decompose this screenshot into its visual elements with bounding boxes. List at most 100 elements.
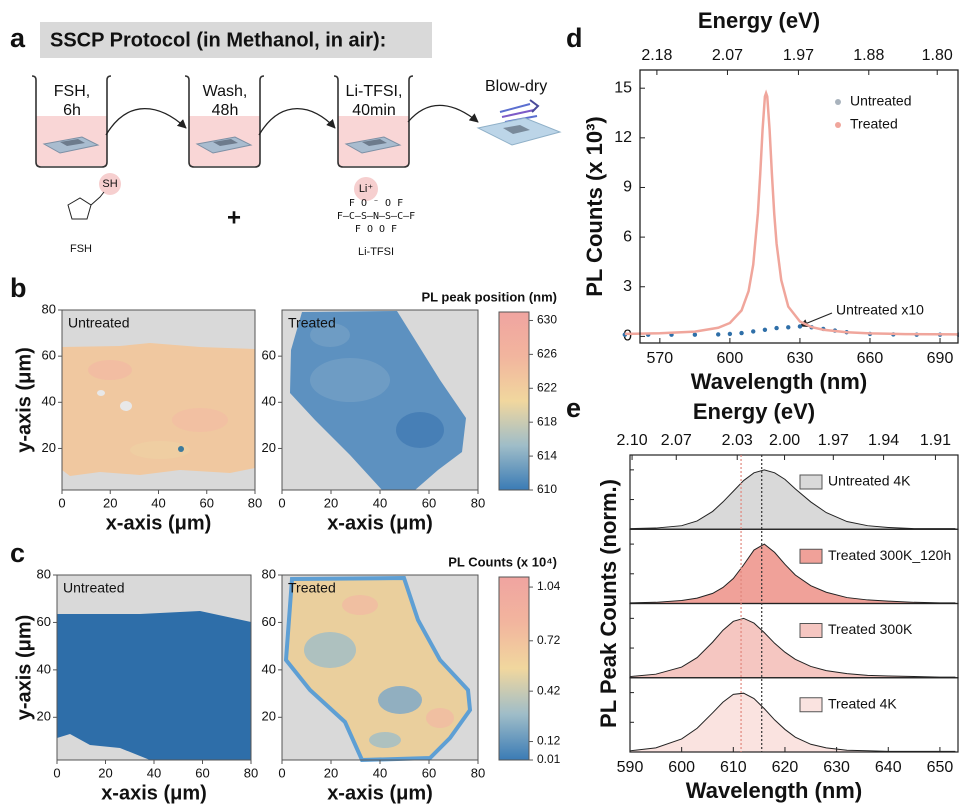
x-tick-label: 60 — [422, 765, 436, 780]
x2-tick-label: 2.10 — [616, 432, 647, 449]
arrow — [258, 108, 336, 136]
x-tick-label: 0 — [58, 495, 65, 510]
panel-label: c — [10, 538, 25, 568]
x2-tick-label: 1.91 — [920, 432, 951, 449]
y-tick-label: 60 — [42, 348, 56, 363]
x-tick-label: 40 — [373, 765, 387, 780]
panel-label: d — [566, 23, 583, 53]
annotation: Untreated x10 — [836, 302, 924, 318]
ring — [67, 197, 92, 220]
y-tick-label: 3 — [623, 278, 632, 295]
x-axis-label: x-axis (μm) — [327, 512, 433, 534]
x2-tick-label: 2.00 — [769, 432, 800, 449]
colorbar-tick-label: 1.04 — [537, 579, 561, 593]
y-tick-label: 15 — [614, 79, 632, 96]
x2-tick-label: 2.03 — [722, 432, 753, 449]
subplot-frame — [629, 677, 959, 753]
colorbar-tick-label: 0.72 — [537, 633, 561, 647]
step-label: 6h — [63, 102, 81, 119]
x-tick-label: 0 — [278, 765, 285, 780]
step-label: Wash, — [203, 83, 248, 100]
series-line — [624, 89, 959, 336]
map-image — [57, 575, 251, 760]
colorbar-title: PL Counts (x 10⁴) — [448, 554, 557, 569]
legend-label: Untreated — [850, 93, 911, 109]
area-fill — [630, 693, 956, 752]
x-tick-label: 660 — [857, 350, 884, 367]
map-label: Untreated — [63, 580, 124, 596]
x2-tick-label: 1.97 — [783, 47, 814, 64]
panel-label: b — [10, 273, 27, 303]
x-tick-label: 600 — [668, 759, 695, 776]
colorbar — [498, 311, 530, 491]
x-tick-label: 80 — [244, 765, 258, 780]
y-tick-label: 40 — [262, 394, 276, 409]
map-image — [282, 310, 478, 490]
map-label: Untreated — [68, 315, 129, 331]
y-tick-label: 12 — [614, 129, 632, 146]
blow-dry-label: Blow-dry — [485, 78, 547, 95]
step-label: 40min — [352, 102, 396, 119]
x-tick-label: 570 — [646, 350, 673, 367]
colorbar — [498, 576, 530, 761]
map-image — [282, 575, 478, 763]
series-line — [629, 543, 956, 604]
x-tick-label: 20 — [103, 495, 117, 510]
x-tick-label: 20 — [98, 765, 112, 780]
y-tick-label: 9 — [623, 179, 632, 196]
step-label: 48h — [212, 102, 239, 119]
cation-label: Li⁺ — [359, 183, 374, 195]
x2-tick-label: 2.18 — [641, 47, 672, 64]
series-point — [797, 324, 803, 329]
colorbar-tick-label: 614 — [537, 448, 557, 462]
x-tick-label: 20 — [324, 765, 338, 780]
x-tick-label: 20 — [324, 495, 338, 510]
formula-line: F O ⁻ O F — [349, 198, 403, 209]
x-tick-label: 690 — [927, 350, 954, 367]
panel-label: a — [10, 23, 26, 53]
arrow — [105, 108, 187, 136]
x2-tick-label: 1.94 — [868, 432, 899, 449]
dryer-icon — [499, 99, 540, 123]
x-tick-label: 80 — [471, 495, 485, 510]
y-tick-label: 80 — [37, 566, 51, 581]
legend-label: Treated 300K_120h — [828, 547, 951, 563]
series-point — [762, 327, 768, 332]
x-tick-label: 40 — [373, 495, 387, 510]
x-tick-label: 650 — [927, 759, 954, 776]
y-axis-label: PL Counts (x 10³) — [582, 116, 607, 297]
x-axis-label: x-axis (μm) — [106, 512, 212, 534]
y-tick-label: 20 — [262, 709, 276, 724]
series-line — [629, 469, 956, 530]
group-label: SH — [102, 178, 117, 190]
y-axis-label: y-axis (μm) — [13, 615, 35, 721]
legend-swatch — [799, 623, 823, 638]
series-point — [774, 325, 779, 331]
protocol-title: SSCP Protocol (in Methanol, in air): — [50, 29, 386, 51]
series-point — [739, 330, 744, 336]
x-tick-label: 640 — [875, 759, 902, 776]
y-tick-label: 0 — [623, 328, 632, 345]
highlight — [354, 177, 378, 201]
x-axis-label: x-axis (μm) — [327, 782, 433, 804]
legend-label: Untreated 4K — [828, 473, 911, 489]
x-axis-label: Wavelength (nm) — [691, 369, 867, 394]
y-tick-label: 20 — [262, 440, 276, 455]
x-tick-label: 60 — [422, 495, 436, 510]
legend-marker — [835, 99, 841, 105]
map-image — [62, 310, 255, 490]
colorbar-tick-label: 626 — [537, 347, 557, 361]
x-tick-label: 610 — [720, 759, 747, 776]
series-point — [751, 329, 756, 334]
y-tick-label: 40 — [262, 661, 276, 676]
colorbar-tick-label: 0.42 — [537, 683, 561, 697]
x2-tick-label: 1.88 — [853, 47, 884, 64]
x2-tick-label: 2.07 — [712, 47, 743, 64]
x-tick-label: 60 — [195, 765, 209, 780]
x-tick-label: 60 — [200, 495, 214, 510]
series-point — [692, 332, 698, 337]
highlight — [99, 173, 121, 195]
x-tick-label: 630 — [823, 759, 850, 776]
legend-marker — [835, 122, 841, 128]
x2-tick-label: 1.97 — [818, 432, 849, 449]
